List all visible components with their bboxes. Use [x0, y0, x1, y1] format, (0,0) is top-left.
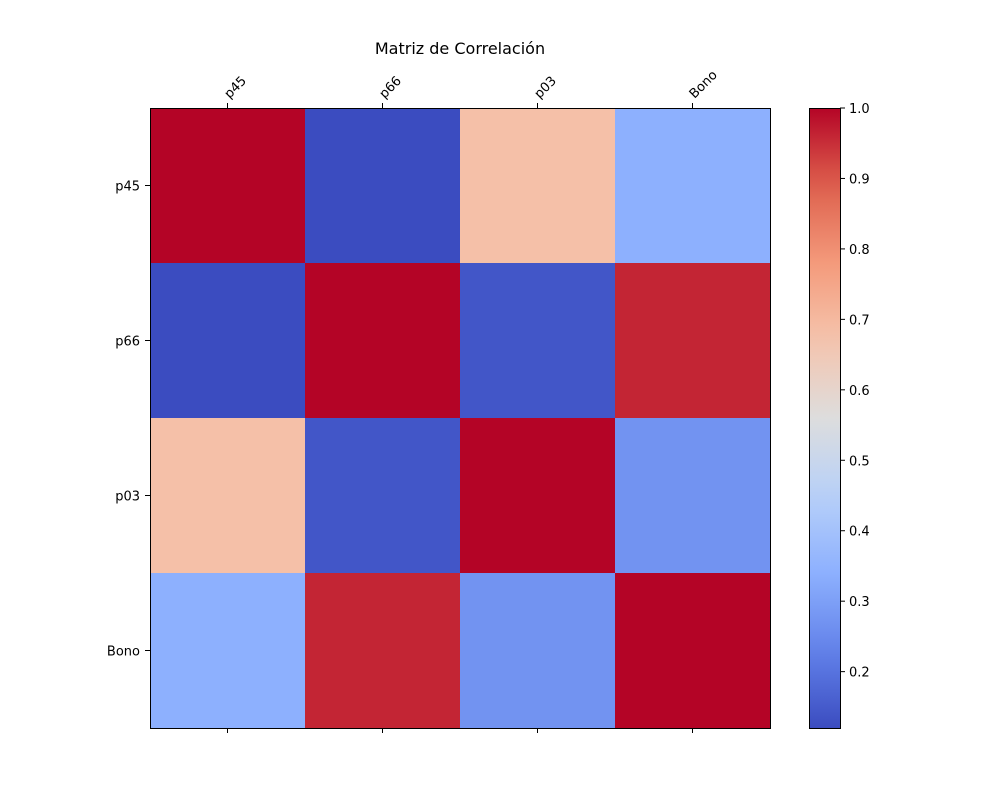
- x-tick-label: p03: [532, 74, 560, 102]
- x-tick-label: Bono: [687, 68, 721, 102]
- y-tick-label: p45: [115, 180, 140, 195]
- heatmap-cell: [305, 573, 461, 729]
- chart-title: Matriz de Correlación: [375, 39, 545, 58]
- heatmap-frame: [150, 108, 771, 729]
- heatmap-cell: [305, 108, 461, 264]
- colorbar-tick-label: 1.0: [849, 102, 870, 117]
- y-tick-label: p03: [115, 490, 140, 505]
- colorbar-ticks: 0.2 0.3 0.4 0.5 0.6 0.7 0.8 0.9 1.0: [840, 102, 870, 681]
- y-tick-labels: p45 p66 p03 Bono: [107, 180, 150, 660]
- heatmap-cell: [615, 573, 771, 729]
- y-tick-label: p66: [115, 335, 140, 350]
- colorbar-tick-label: 0.3: [849, 595, 870, 610]
- heatmap-cell: [305, 418, 461, 574]
- heatmap-cells: [150, 108, 771, 729]
- heatmap-cell: [460, 573, 616, 729]
- x-tick-marks-bottom: [227, 728, 693, 733]
- colorbar-frame: [809, 108, 841, 729]
- heatmap-cell: [615, 418, 771, 574]
- y-tick-label: Bono: [107, 645, 140, 660]
- heatmap-cell: [150, 108, 306, 264]
- colorbar-tick-label: 0.7: [849, 313, 870, 328]
- heatmap-cell: [615, 263, 771, 419]
- x-tick-labels-top: p45 p66 p03 Bono: [222, 68, 721, 108]
- colorbar-tick-label: 0.4: [849, 525, 870, 540]
- heatmap-cell: [460, 418, 616, 574]
- colorbar-tick-label: 0.5: [849, 454, 870, 469]
- colorbar-tick-label: 0.6: [849, 384, 870, 399]
- colorbar: [809, 108, 840, 728]
- colorbar-tick-label: 0.8: [849, 243, 870, 258]
- heatmap-cell: [305, 263, 461, 419]
- heatmap-cell: [615, 108, 771, 264]
- x-tick-label: p45: [222, 74, 250, 102]
- heatmap-cell: [150, 263, 306, 419]
- heatmap-cell: [150, 418, 306, 574]
- x-tick-label: p66: [377, 74, 405, 102]
- heatmap-cell: [150, 573, 306, 729]
- colorbar-tick-label: 0.2: [849, 666, 870, 681]
- heatmap-cell: [460, 263, 616, 419]
- colorbar-tick-label: 0.9: [849, 172, 870, 187]
- heatmap-cell: [460, 108, 616, 264]
